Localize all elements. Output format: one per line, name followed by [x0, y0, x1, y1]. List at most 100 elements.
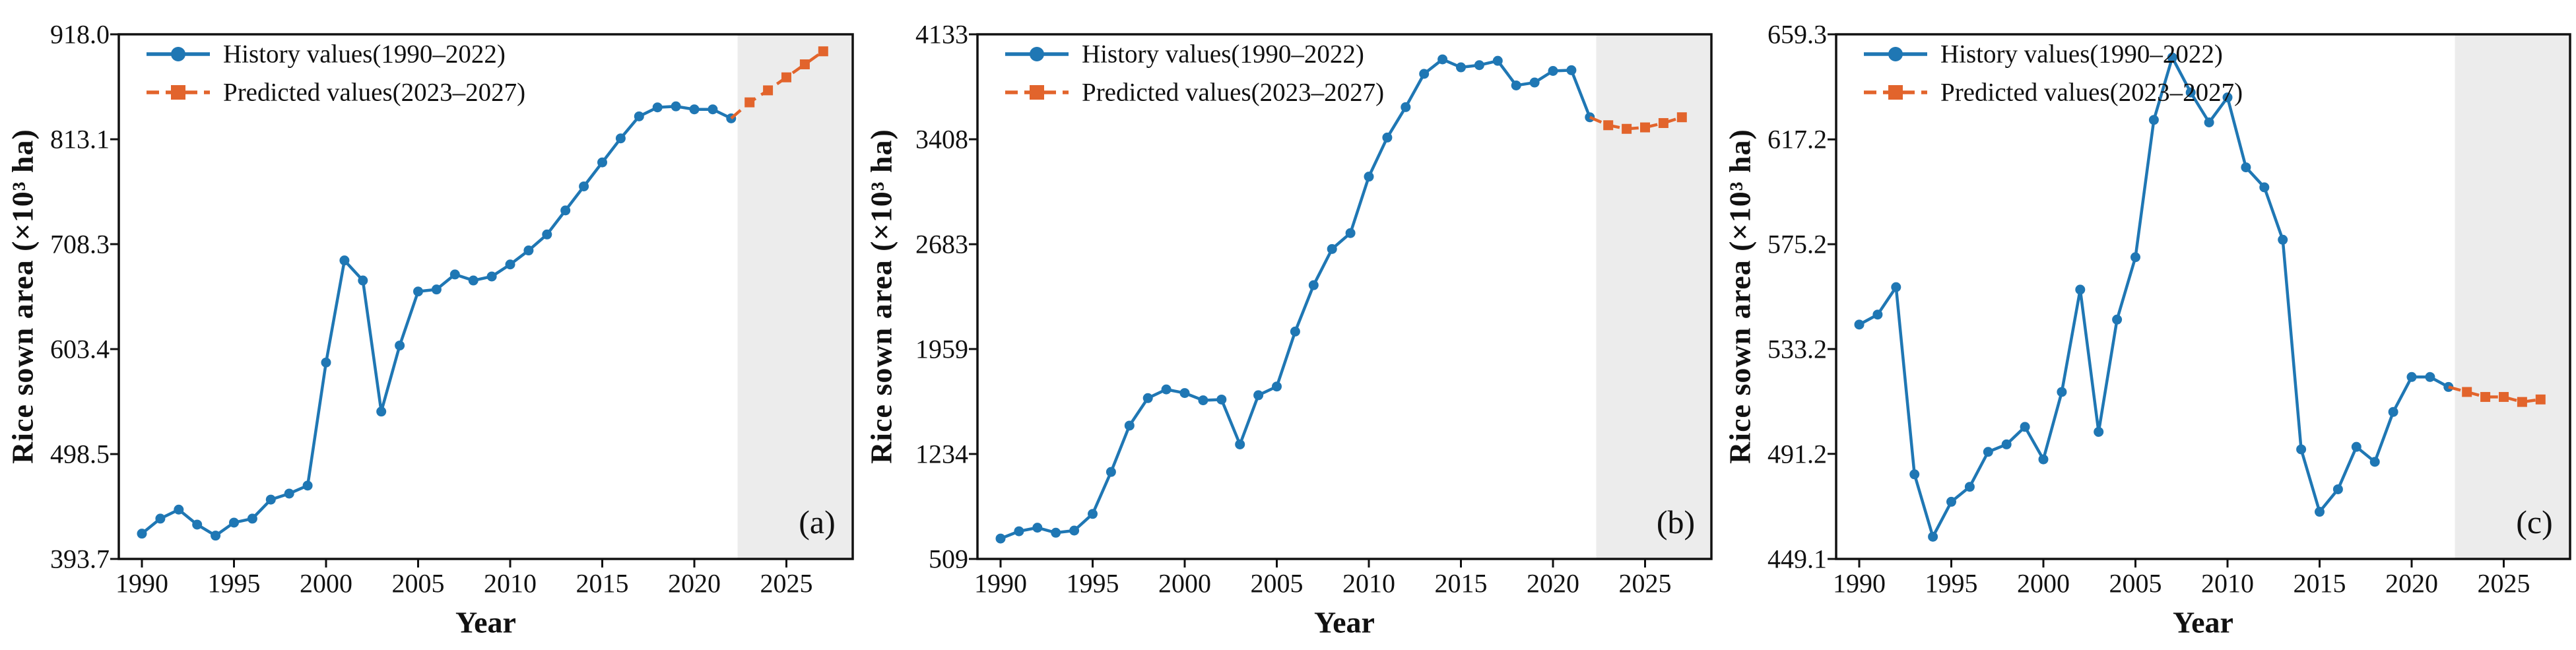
legend-predicted-marker-icon — [171, 85, 185, 100]
predicted-point — [1622, 123, 1632, 134]
axis-ticks: 1990 1995 2000 2005 2010 2015 2020 2025 509 1234 1… — [915, 20, 1672, 599]
history-point — [1928, 531, 1938, 542]
history-point — [1272, 381, 1282, 392]
x-tick-label: 2020 — [1527, 569, 1579, 599]
predicted-point — [1603, 120, 1614, 131]
predicted-point — [2517, 397, 2527, 407]
x-tick-label: 2010 — [1342, 569, 1395, 599]
y-tick-label: 491.2 — [1767, 439, 1827, 469]
x-tick-label: 2020 — [668, 569, 721, 599]
history-point — [1382, 132, 1393, 143]
x-tick-label: 1990 — [974, 569, 1027, 599]
history-point — [1364, 172, 1374, 182]
plot-border — [117, 33, 854, 560]
x-axis-title: Year — [1314, 605, 1375, 639]
history-point — [1032, 523, 1043, 533]
history-point — [1308, 280, 1319, 290]
history-line — [1858, 55, 2449, 538]
history-point — [2185, 87, 2196, 98]
history-point — [2259, 182, 2270, 193]
y-tick-label: 1234 — [915, 439, 968, 469]
panel-b: 1990 1995 2000 2005 2010 2015 2020 2025 509 1234 1… — [859, 0, 1717, 650]
history-point — [1124, 420, 1135, 431]
x-tick-label: 2005 — [1251, 569, 1304, 599]
history-markers — [995, 54, 1595, 544]
history-point — [2332, 484, 2343, 494]
predicted-point — [744, 97, 755, 108]
x-tick-label: 2010 — [2201, 569, 2254, 599]
history-point — [1345, 228, 1356, 238]
history-point — [2204, 117, 2214, 128]
history-point — [486, 271, 497, 282]
history-point — [1909, 469, 1920, 480]
history-point — [1290, 326, 1300, 337]
y-tick-label: 533.2 — [1767, 334, 1827, 364]
history-point — [671, 101, 681, 112]
history-markers — [137, 101, 737, 541]
history-point — [1474, 60, 1484, 71]
history-point — [2167, 52, 2177, 63]
x-tick-label: 2015 — [2294, 569, 2346, 599]
x-axis-title: Year — [2173, 605, 2233, 639]
history-point — [523, 245, 534, 256]
x-tick-label: 2015 — [576, 569, 629, 599]
history-point — [1511, 80, 1521, 90]
history-point — [2038, 454, 2049, 465]
history-point — [615, 133, 626, 144]
predicted-markers — [2462, 387, 2546, 407]
history-line — [1000, 57, 1591, 540]
history-point — [1253, 390, 1264, 401]
x-tick-label: 2025 — [2478, 569, 2530, 599]
history-point — [1946, 496, 1956, 507]
prediction-shade-region — [737, 34, 853, 559]
x-tick-label: 1990 — [1833, 569, 1886, 599]
panel-a: 1990 1995 2000 2005 2010 2015 2020 2025 393.7 498… — [0, 0, 859, 650]
axis-ticks: 1990 1995 2000 2005 2010 2015 2020 2025 449.1 491… — [1767, 20, 2530, 599]
history-point — [2369, 457, 2380, 467]
legend-history-marker-icon — [1888, 47, 1903, 61]
y-tick-label: 498.5 — [50, 439, 110, 469]
x-tick-label: 2000 — [2017, 569, 2070, 599]
history-point — [302, 480, 313, 491]
panel-c: 1990 1995 2000 2005 2010 2015 2020 2025 449.1 491… — [1717, 0, 2576, 650]
panel-letter-c: (c) — [2516, 504, 2553, 540]
history-point — [1854, 319, 1865, 330]
history-point — [1492, 55, 1503, 66]
history-point — [2278, 234, 2288, 245]
x-tick-label: 2020 — [2385, 569, 2438, 599]
history-point — [265, 494, 276, 505]
y-tick-label: 813.1 — [50, 125, 110, 154]
history-point — [468, 275, 479, 286]
history-point — [192, 519, 203, 530]
x-tick-label: 2000 — [300, 569, 352, 599]
history-point — [1179, 388, 1190, 399]
y-tick-label: 3408 — [915, 125, 968, 154]
history-point — [137, 529, 147, 539]
x-axis-title: Year — [455, 605, 516, 639]
history-point — [2057, 387, 2067, 397]
legend-predicted-label: Predicted values(2023–2027) — [223, 79, 525, 107]
history-point — [1964, 482, 1975, 492]
history-point — [1983, 447, 1993, 457]
predicted-markers — [744, 46, 828, 108]
history-point — [2130, 252, 2140, 263]
history-point — [1872, 309, 1883, 320]
history-point — [2001, 439, 2012, 449]
history-point — [1235, 439, 1245, 449]
history-point — [2148, 115, 2159, 125]
history-point — [174, 504, 184, 515]
legend-predicted-label: Predicted values(2023–2027) — [1940, 79, 2243, 107]
history-point — [431, 284, 442, 295]
x-tick-label: 1990 — [116, 569, 168, 599]
y-tick-label: 449.1 — [1767, 544, 1827, 574]
x-tick-label: 2015 — [1435, 569, 1488, 599]
predicted-point — [1640, 122, 1650, 133]
x-tick-label: 2025 — [1619, 569, 1672, 599]
history-point — [634, 111, 644, 121]
history-point — [1529, 77, 1540, 88]
y-axis-title: Rice sown area (×10³ ha) — [5, 129, 40, 464]
predicted-point — [781, 72, 791, 82]
history-point — [1142, 393, 1153, 403]
panel-letter-a: (a) — [799, 504, 836, 540]
